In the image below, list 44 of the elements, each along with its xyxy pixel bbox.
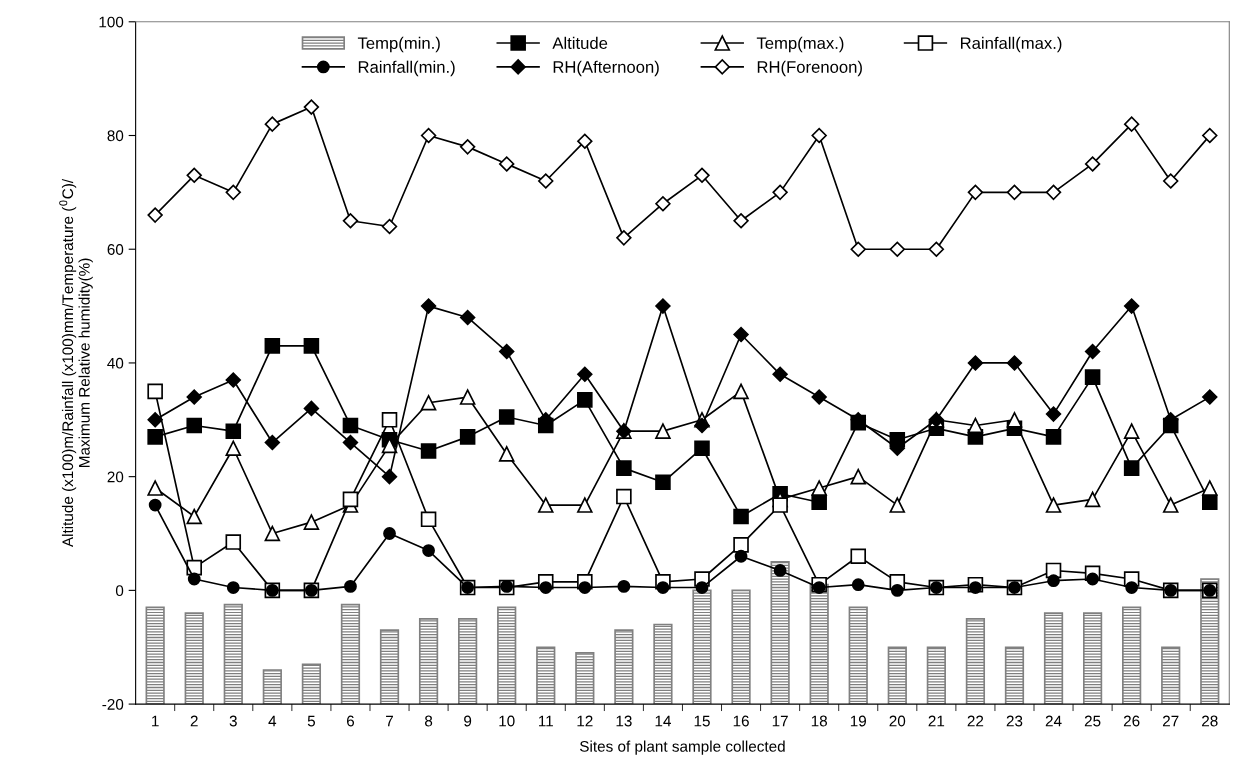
legend-label: Temp(max.) — [756, 36, 844, 53]
x-tick-label: 18 — [811, 715, 828, 727]
x-tick-label: 8 — [424, 715, 433, 727]
legend-label: Temp(min.) — [357, 36, 440, 53]
legend-label: RH(Afternoon) — [553, 60, 659, 77]
y-tick-label: 20 — [107, 471, 124, 483]
x-tick-label: 1 — [152, 715, 159, 727]
x-tick-label: 21 — [928, 715, 945, 727]
y-tick-label: -20 — [102, 698, 124, 710]
text: Altitude (x100)m/Rainfall (x100)mm/Temperature ($^{0}$C)/ Maximum Relative humidity(%) — [59, 178, 93, 548]
x-tick-label: 6 — [346, 715, 355, 727]
x-axis-title: Sites of plant sample collected — [579, 740, 785, 755]
x-tick-label: 27 — [1162, 715, 1179, 727]
x-tick-label: 5 — [307, 715, 316, 727]
x-tick-label: 14 — [655, 715, 671, 727]
x-tick-label: 3 — [229, 715, 237, 727]
x-tick-label: 9 — [464, 715, 472, 727]
legend-label: Rainfall(max.) — [960, 36, 1062, 53]
x-tick-label: 2 — [190, 715, 198, 727]
legend-label: Altitude — [552, 36, 608, 50]
x-tick-label: 26 — [1123, 715, 1140, 727]
x-tick-label: 22 — [967, 715, 984, 727]
y-tick-label: 40 — [107, 357, 124, 369]
x-tick-label: 13 — [616, 715, 632, 727]
x-tick-label: 7 — [386, 715, 393, 727]
x-tick-label: 19 — [850, 715, 867, 727]
x-tick-label: 4 — [268, 715, 277, 727]
y-tick-label: 80 — [107, 130, 124, 142]
x-tick-label: 15 — [694, 715, 710, 727]
x-tick-label: 24 — [1045, 715, 1062, 727]
y-tick-label: 0 — [115, 585, 124, 597]
y-tick-label: 100 — [99, 16, 124, 28]
x-tick-label: 11 — [538, 715, 553, 727]
x-tick-label: 28 — [1202, 715, 1218, 727]
x-tick-label: 12 — [577, 715, 593, 727]
legend-label: RH(Forenoon) — [757, 60, 862, 77]
legend-label: Rainfall(min.) — [358, 60, 455, 77]
x-tick-label: 25 — [1084, 715, 1101, 727]
x-tick-label: 16 — [733, 715, 749, 727]
x-tick-label: 10 — [499, 715, 515, 727]
x-tick-label: 17 — [772, 715, 788, 727]
y-tick-label: 60 — [107, 244, 124, 255]
x-tick-label: 23 — [1006, 715, 1023, 727]
x-tick-label: 20 — [889, 715, 906, 727]
